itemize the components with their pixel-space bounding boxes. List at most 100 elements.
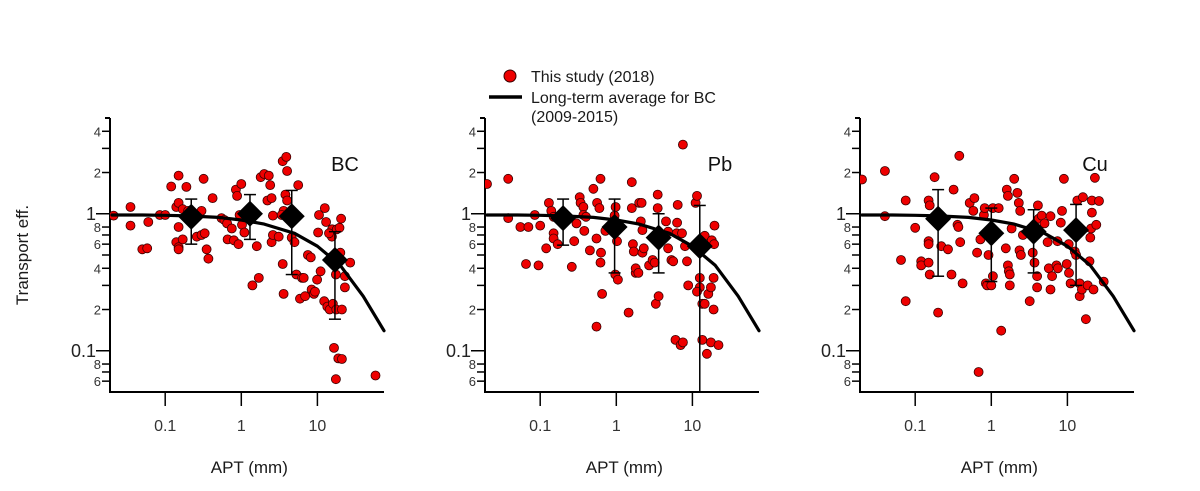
data-point — [591, 321, 602, 332]
data-point — [265, 180, 276, 191]
long-term-average-curve — [485, 213, 761, 333]
data-point — [1055, 217, 1066, 228]
y-minor-tick-label: 2 — [469, 166, 476, 181]
data-point — [552, 239, 563, 250]
data-point — [652, 189, 663, 200]
legend-label-points: This study (2018) — [531, 69, 655, 86]
legend: This study (2018) Long-term average for … — [489, 69, 716, 126]
data-point — [923, 239, 934, 250]
data-point — [1090, 172, 1100, 183]
data-point — [1004, 269, 1015, 280]
data-point — [929, 172, 940, 183]
data-point — [266, 193, 277, 204]
data-point — [1039, 218, 1050, 229]
y-tick-label: 1 — [86, 204, 96, 224]
plot-area — [485, 139, 761, 392]
data-point — [633, 267, 644, 278]
data-point — [1045, 211, 1056, 222]
data-point — [610, 202, 621, 212]
data-point — [370, 370, 381, 381]
data-point — [181, 181, 192, 192]
data-point — [125, 202, 136, 212]
x-tick-label: 0.1 — [154, 418, 176, 435]
panel-bc: 1 0.1 4 2 8 6 4 2 8 6 0.1 1 10 APT (mm) BC — [71, 117, 386, 477]
data-point — [636, 197, 647, 208]
y-minor-tick-label: 2 — [94, 303, 101, 318]
data-point — [314, 210, 324, 220]
data-point — [273, 231, 284, 242]
data-point — [1015, 205, 1026, 216]
data-point — [1088, 284, 1099, 295]
data-point — [672, 217, 682, 228]
data-point — [321, 217, 332, 227]
data-point — [880, 166, 890, 176]
y-minor-tick-label: 4 — [844, 124, 851, 139]
mean-diamond — [1020, 218, 1047, 245]
data-point — [626, 177, 637, 188]
data-point — [597, 288, 607, 299]
data-point — [896, 255, 906, 265]
y-minor-tick-label: 8 — [94, 357, 101, 372]
data-point — [263, 170, 274, 181]
data-point — [628, 246, 639, 257]
data-point — [623, 307, 634, 318]
data-point — [293, 180, 304, 191]
data-point — [595, 257, 606, 268]
data-point — [282, 166, 293, 176]
data-point — [1078, 192, 1088, 203]
data-point — [239, 227, 250, 238]
mean-diamond — [278, 203, 305, 230]
data-point — [251, 241, 262, 252]
data-point — [313, 227, 324, 238]
data-point — [1042, 237, 1053, 248]
data-point — [199, 228, 210, 239]
data-point — [281, 151, 292, 162]
data-point — [329, 342, 339, 353]
data-point — [638, 243, 649, 254]
data-point — [713, 340, 724, 351]
data-point — [910, 222, 921, 233]
data-point — [1033, 200, 1043, 211]
data-point — [485, 179, 492, 189]
data-point — [315, 266, 326, 277]
panel-label: Pb — [708, 154, 732, 176]
x-axis-title: APT (mm) — [961, 458, 1038, 477]
x-tick-label: 1 — [987, 418, 996, 435]
data-point — [678, 337, 688, 348]
data-point — [677, 228, 687, 239]
data-point — [672, 199, 683, 210]
data-point — [661, 216, 671, 227]
data-point — [973, 367, 984, 377]
data-point — [1057, 205, 1067, 216]
y-minor-tick-label: 4 — [469, 124, 476, 139]
data-point — [330, 374, 341, 385]
y-minor-tick-label: 8 — [469, 220, 476, 235]
data-point — [591, 233, 602, 244]
data-point — [1065, 278, 1076, 289]
data-point — [236, 179, 247, 189]
x-tick-label: 1 — [612, 418, 621, 435]
data-point — [143, 217, 154, 227]
data-point — [585, 245, 595, 256]
data-point — [173, 170, 184, 181]
data-point — [1016, 250, 1026, 260]
data-point — [682, 256, 692, 267]
data-point — [1059, 173, 1069, 184]
mean-diamond — [978, 220, 1005, 247]
mean-diamond — [645, 224, 672, 251]
x-tick-label: 0.1 — [529, 418, 551, 435]
y-minor-tick-label: 4 — [469, 261, 476, 276]
data-point — [541, 243, 552, 254]
data-point — [692, 190, 702, 201]
data-point — [310, 286, 320, 297]
data-point — [226, 223, 237, 234]
data-point — [544, 197, 554, 208]
y-axis-title: Transport eff. — [13, 205, 32, 305]
data-point — [594, 203, 605, 214]
data-point — [1027, 247, 1038, 258]
data-point — [1032, 282, 1042, 293]
legend-label-curve-line2: (2009-2015) — [531, 109, 618, 126]
data-point — [232, 190, 243, 201]
y-tick-label: 0.1 — [446, 341, 471, 361]
